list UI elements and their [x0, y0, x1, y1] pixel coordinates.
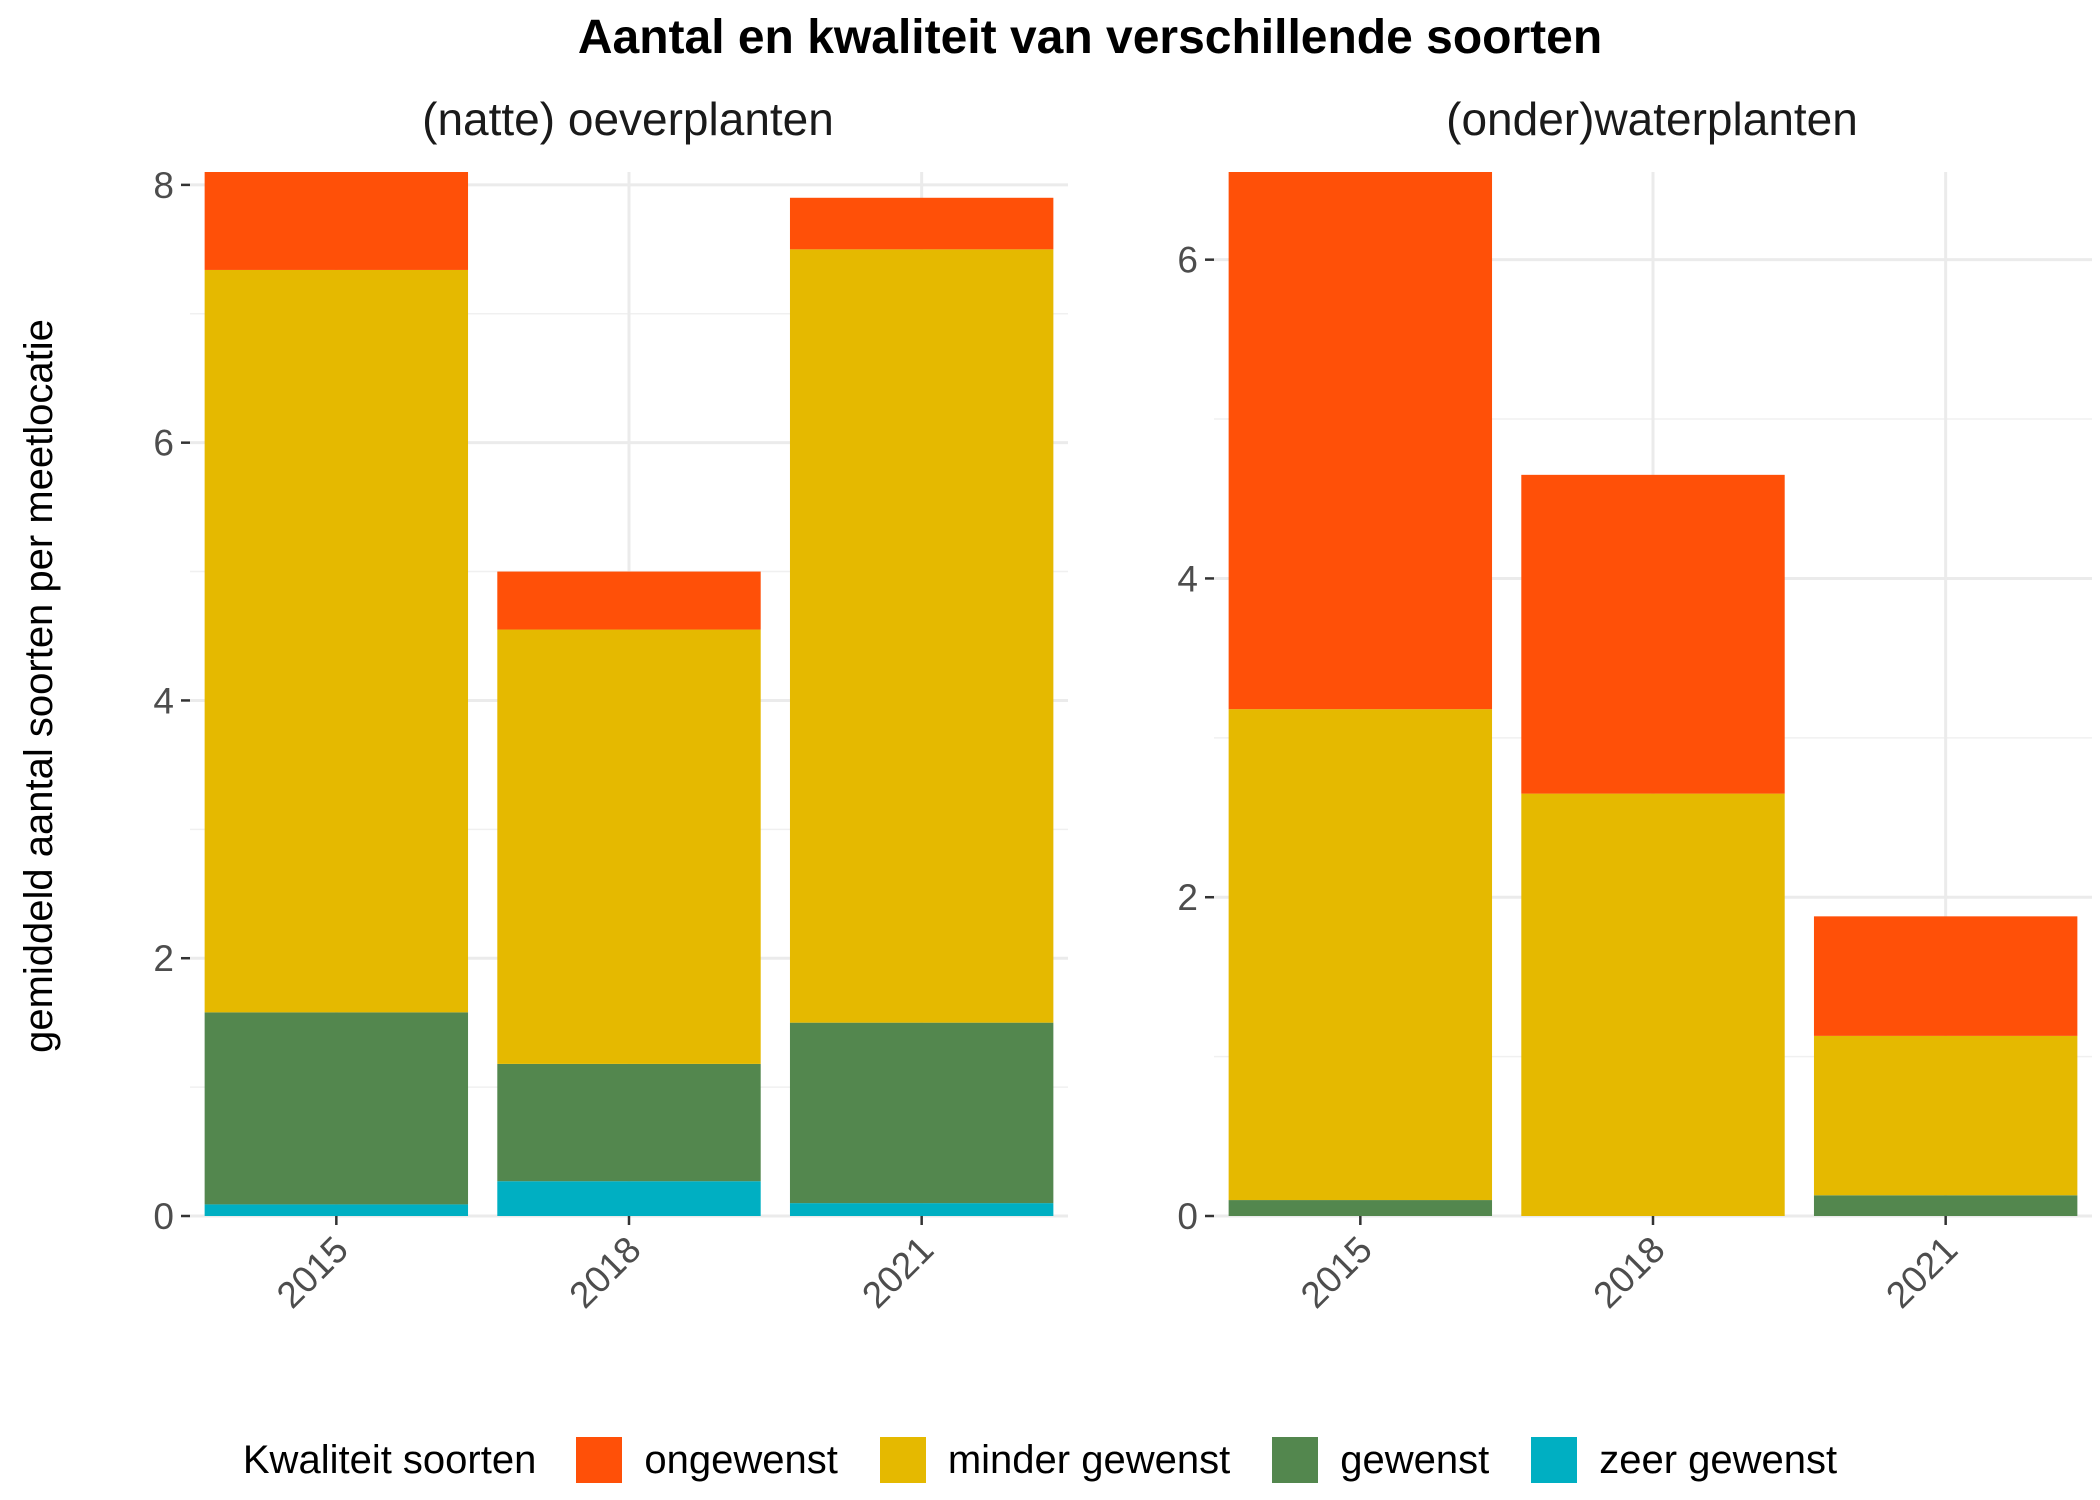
x-tick-label-2021: 2021 — [854, 1229, 941, 1316]
bar-gewenst-2015 — [1228, 1200, 1493, 1216]
legend-swatch-gewenst — [1272, 1437, 1319, 1483]
x-tick-label-2018: 2018 — [1585, 1229, 1672, 1316]
x-tick-label-2015: 2015 — [269, 1229, 356, 1316]
legend-title: Kwaliteit soorten — [242, 1437, 537, 1482]
chart-title: Aantal en kwaliteit van verschillende so… — [578, 11, 1602, 64]
y-tick-label: 6 — [1177, 240, 1198, 281]
legend-swatch-minder-gewenst — [879, 1437, 926, 1483]
panel-waterplanten: 0 2 4 6 2015 2018 2021 — [1177, 172, 2092, 1316]
legend-label-ongewenst: ongewenst — [644, 1437, 838, 1482]
y-tick-label: 0 — [153, 1196, 174, 1237]
x-tick-label-2021: 2021 — [1878, 1229, 1965, 1316]
panel-oeverplanten: 0 2 4 6 8 2015 2018 2021 — [153, 165, 1068, 1316]
bar-gewenst-2015 — [204, 1012, 469, 1205]
legend-label-minder-gewenst: minder gewenst — [947, 1437, 1231, 1482]
bar-minder-gewenst-2021 — [1813, 1035, 2078, 1196]
bar-ongewenst-2018 — [497, 571, 761, 630]
legend: Kwaliteit soorten ongewenst minder gewen… — [0, 1425, 2100, 1495]
bar-ongewenst-2015 — [204, 172, 469, 270]
bar-minder-gewenst-2015 — [204, 269, 469, 1013]
y-tick-label: 0 — [1177, 1196, 1198, 1237]
legend-item-zeer-gewenst: zeer gewenst — [1531, 1437, 1857, 1483]
bar-ongewenst-2015 — [1228, 172, 1493, 710]
y-tick-label: 2 — [1177, 877, 1198, 918]
bar-zeer-gewenst-2021 — [789, 1203, 1054, 1216]
panel-title-1: (natte) oeverplanten — [422, 93, 834, 145]
x-tick-label-2015: 2015 — [1293, 1229, 1380, 1316]
legend-label-zeer-gewenst: zeer gewenst — [1599, 1437, 1838, 1482]
bar-gewenst-2021 — [789, 1022, 1054, 1204]
bar-minder-gewenst-2018 — [497, 629, 761, 1064]
bar-minder-gewenst-2021 — [789, 249, 1054, 1023]
y-tick-label: 4 — [1177, 558, 1198, 599]
bar-minder-gewenst-2015 — [1228, 709, 1493, 1201]
y-tick-label: 2 — [153, 938, 174, 979]
legend-label-gewenst: gewenst — [1340, 1437, 1490, 1482]
legend-item-gewenst: gewenst — [1272, 1437, 1509, 1483]
legend-item-minder-gewenst: minder gewenst — [879, 1437, 1250, 1483]
bar-zeer-gewenst-2018 — [497, 1181, 761, 1216]
bar-minder-gewenst-2018 — [1521, 793, 1785, 1216]
bar-ongewenst-2021 — [789, 197, 1054, 250]
legend-swatch-zeer-gewenst — [1531, 1437, 1578, 1483]
y-tick-label: 8 — [153, 165, 174, 206]
bar-zeer-gewenst-2015 — [204, 1204, 469, 1216]
y-tick-label: 6 — [153, 423, 174, 464]
y-tick-label: 4 — [153, 680, 174, 721]
panel-title-2: (onder)waterplanten — [1446, 93, 1858, 145]
y-axis-label: gemiddeld aantal soorten per meetlocatie — [17, 319, 61, 1053]
legend-swatch-ongewenst — [576, 1437, 623, 1483]
x-tick-label-2018: 2018 — [561, 1229, 648, 1316]
legend-item-ongewenst: ongewenst — [576, 1437, 857, 1483]
bar-gewenst-2018 — [497, 1063, 761, 1182]
bar-gewenst-2021 — [1813, 1195, 2078, 1216]
chart: Aantal en kwaliteit van verschillende so… — [17, 11, 2092, 1316]
bar-ongewenst-2021 — [1813, 916, 2078, 1036]
bar-ongewenst-2018 — [1521, 474, 1785, 794]
